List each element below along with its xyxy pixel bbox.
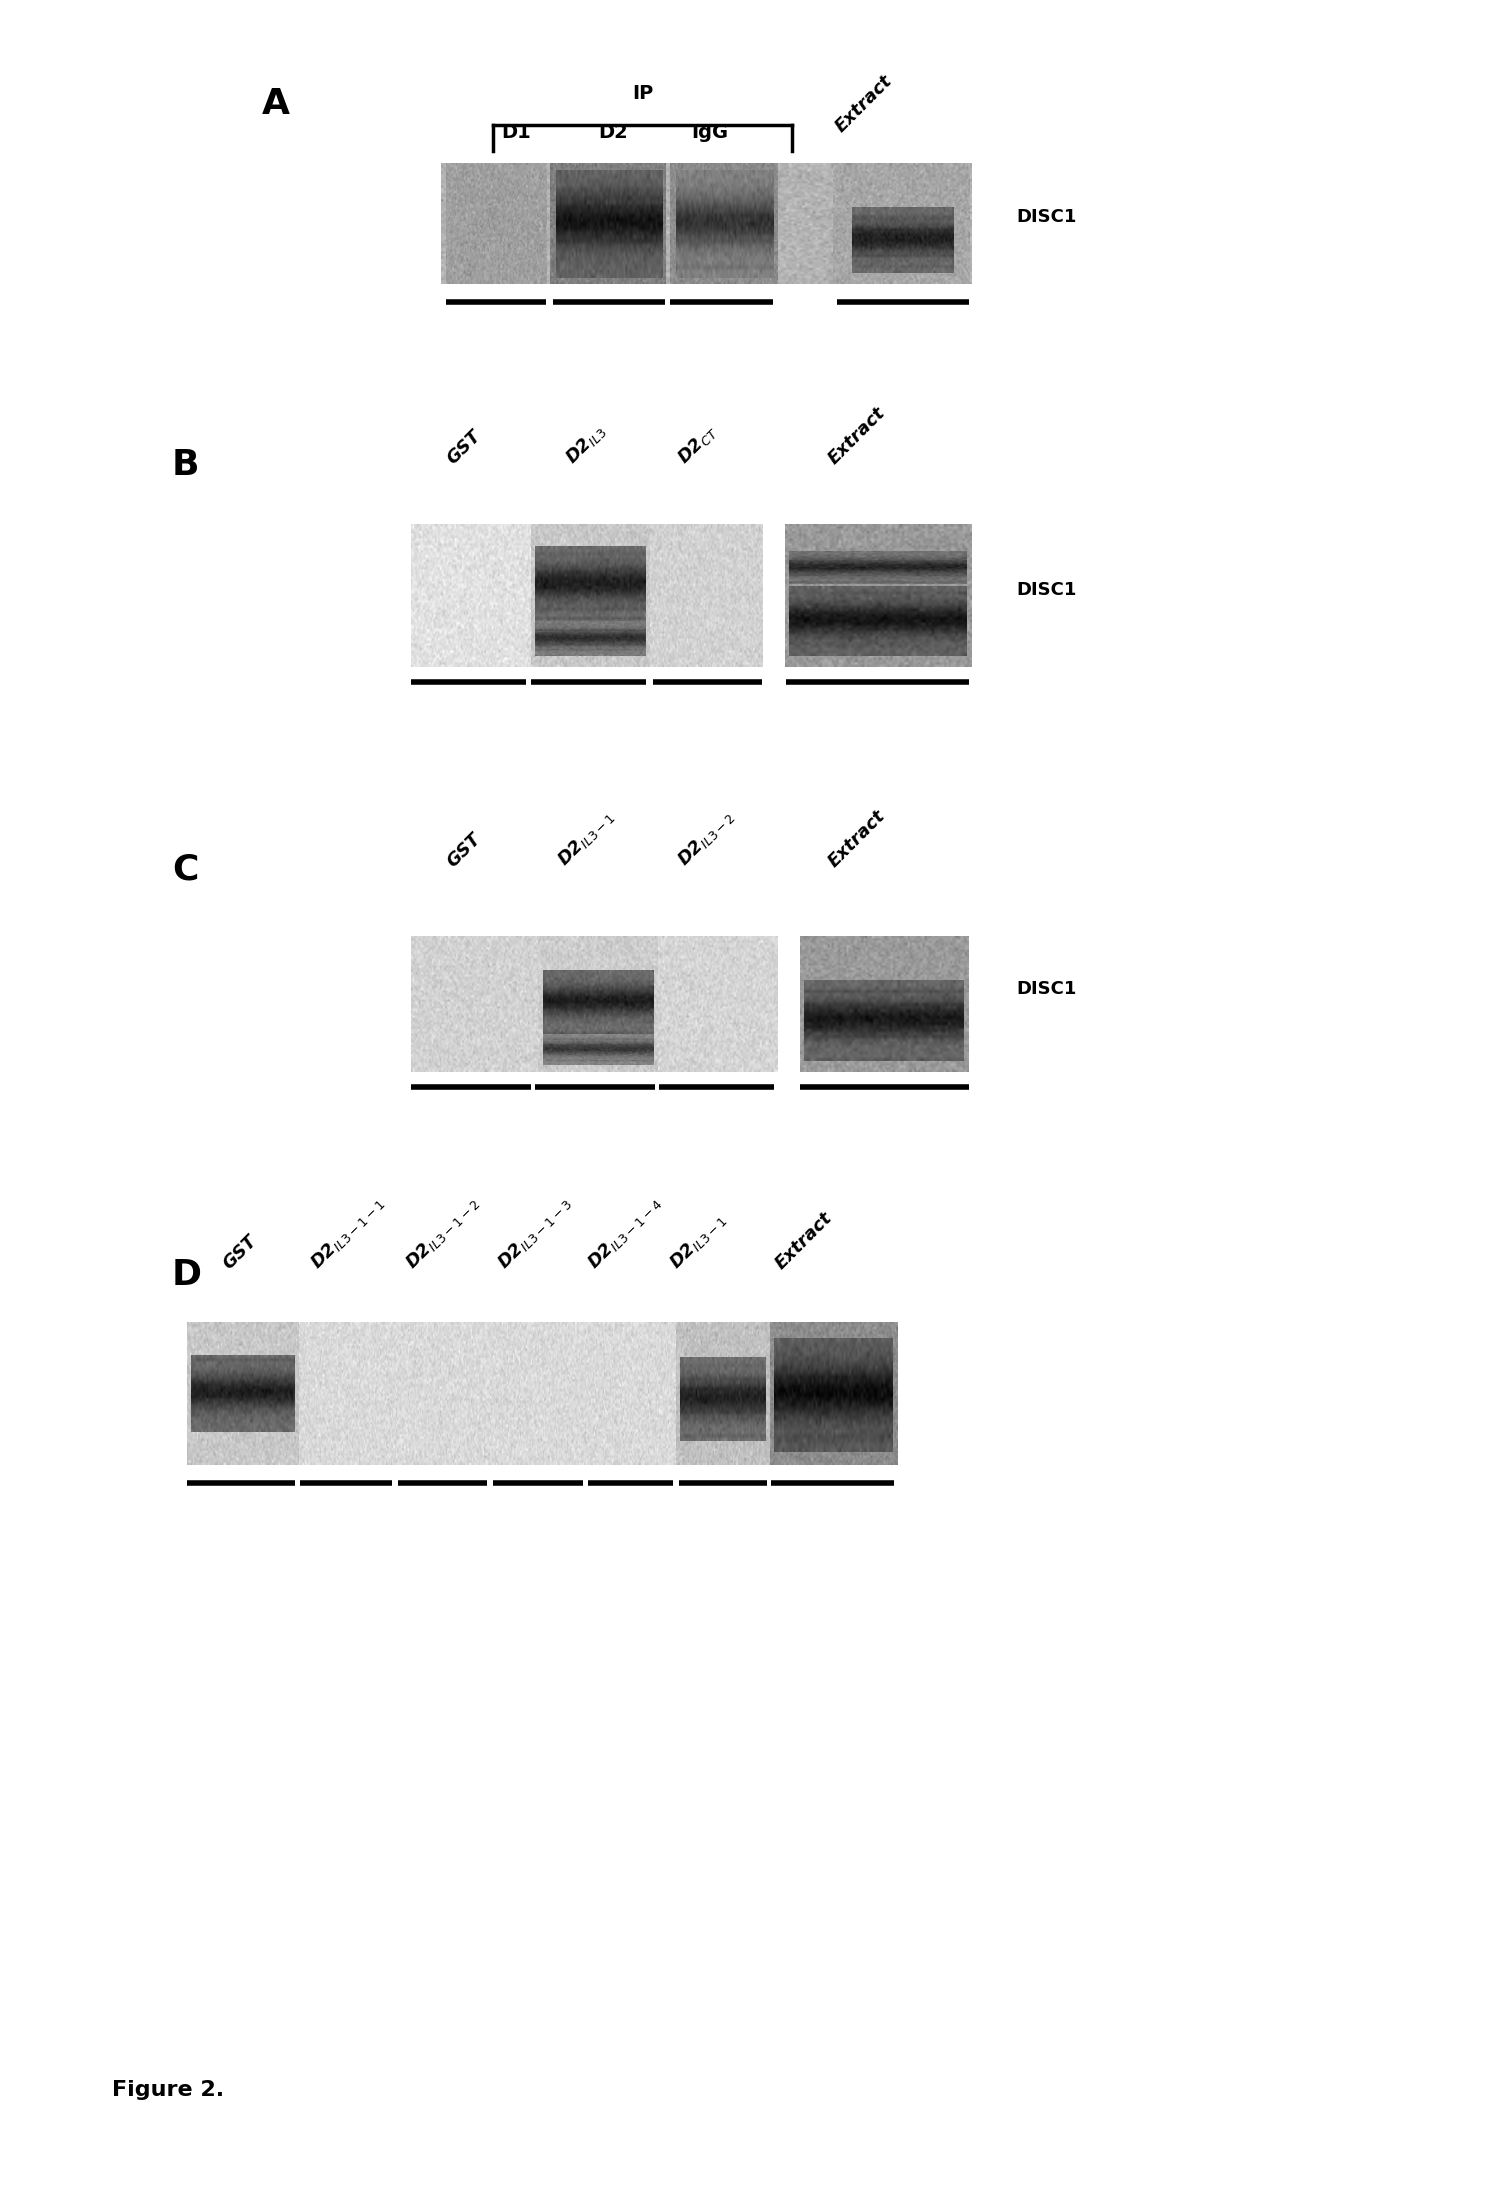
Text: D2$_{IL3-1}$: D2$_{IL3-1}$ <box>555 807 617 870</box>
Text: D2: D2 <box>598 122 628 142</box>
Text: GST: GST <box>443 426 484 468</box>
Text: D1: D1 <box>501 122 531 142</box>
Text: D2$_{IL3}$: D2$_{IL3}$ <box>562 420 608 468</box>
Text: D2$_{IL3-1}$: D2$_{IL3-1}$ <box>667 1209 730 1273</box>
Text: D2$_{IL3-1-1}$: D2$_{IL3-1-1}$ <box>308 1192 389 1273</box>
Text: A: A <box>262 87 290 122</box>
Text: Extract: Extract <box>824 405 888 468</box>
Text: D2$_{CT}$: D2$_{CT}$ <box>674 420 721 468</box>
Text: C: C <box>172 853 199 888</box>
Text: Extract: Extract <box>831 72 896 136</box>
Text: DISC1: DISC1 <box>1017 208 1076 225</box>
Text: B: B <box>172 448 199 483</box>
Text: IgG: IgG <box>692 122 728 142</box>
Text: DISC1: DISC1 <box>1017 980 1076 997</box>
Text: Figure 2.: Figure 2. <box>112 2080 224 2100</box>
Text: D: D <box>172 1258 202 1293</box>
Text: D2$_{IL3-1-3}$: D2$_{IL3-1-3}$ <box>495 1192 576 1273</box>
Text: IP: IP <box>632 83 653 103</box>
Text: D2$_{IL3-1-2}$: D2$_{IL3-1-2}$ <box>402 1192 483 1273</box>
Text: Extract: Extract <box>824 807 888 870</box>
Text: D2$_{IL3-2}$: D2$_{IL3-2}$ <box>674 807 737 870</box>
Text: Extract: Extract <box>771 1209 836 1273</box>
Text: DISC1: DISC1 <box>1017 582 1076 599</box>
Text: GST: GST <box>218 1231 260 1273</box>
Text: GST: GST <box>443 829 484 870</box>
Text: D2$_{IL3-1-4}$: D2$_{IL3-1-4}$ <box>585 1192 665 1273</box>
